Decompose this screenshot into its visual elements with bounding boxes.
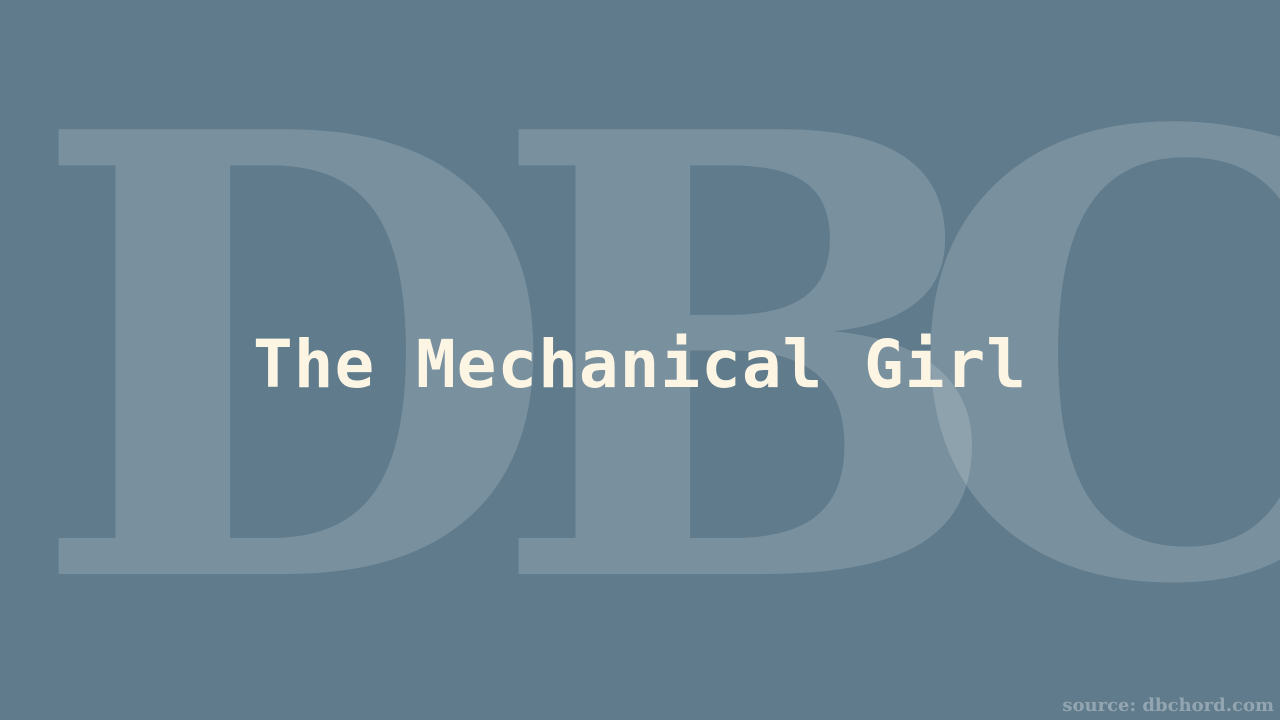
watermark-letter-d: D: [30, 1, 559, 718]
watermark-letter-b: B: [490, 1, 1006, 718]
watermark-letter-c: C: [905, 1, 1280, 718]
source-credit: source: dbchord.com: [1062, 695, 1274, 716]
song-title: The Mechanical Girl: [253, 326, 1027, 403]
